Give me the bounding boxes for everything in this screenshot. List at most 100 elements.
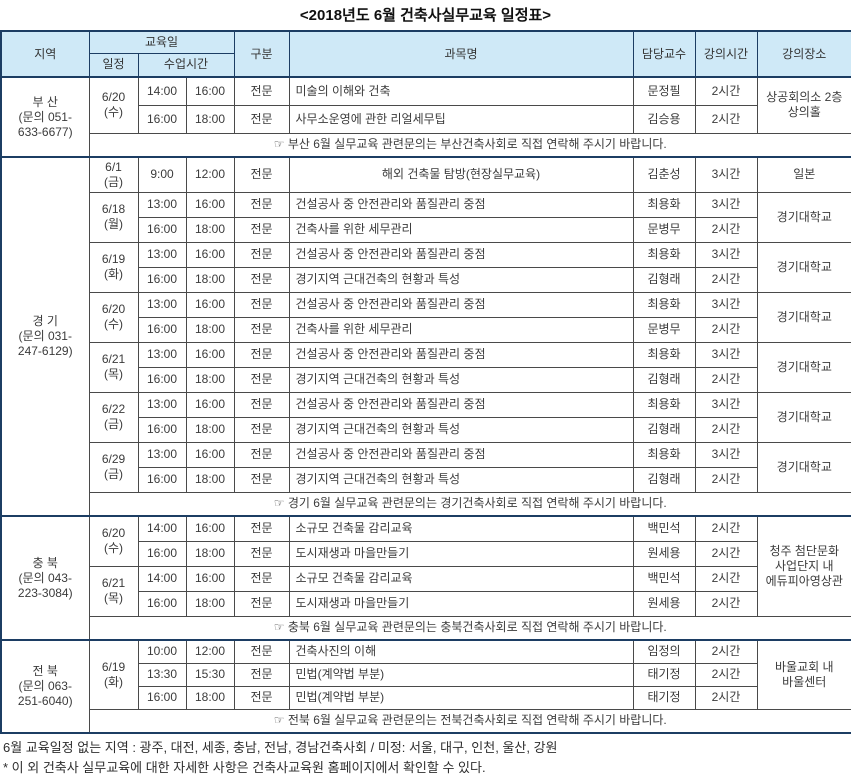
hours-cell: 3시간 — [694, 156, 758, 193]
col-header-subject: 과목명 — [288, 30, 634, 78]
schedule-table: 지역 교육일 구분 과목명 담당교수 강의시간 강의장소 일정 수업시간 부 산… — [0, 30, 851, 734]
category-cell: 전문 — [233, 341, 290, 368]
professor-cell: 태기정 — [632, 662, 696, 687]
professor-cell: 문병무 — [632, 316, 696, 343]
hours-cell: 2시간 — [694, 639, 758, 664]
time-end-cell: 16:00 — [185, 515, 235, 542]
category-cell: 전문 — [233, 191, 290, 218]
hours-cell: 2시간 — [694, 685, 758, 710]
date-cell: 6/22 (금) — [88, 391, 139, 443]
time-start-cell: 13:00 — [137, 291, 187, 318]
schedule-row: 6/20 (수) 13:00 16:00 전문 건설공사 중 안전관리와 품질관리 중점… — [1, 291, 851, 343]
schedule-row: 16:00 18:00 전문 건축사를 위한 세무관리 문병무 2시간 — [1, 316, 851, 343]
category-cell: 전문 — [233, 266, 290, 293]
date-cell: 6/21 (목) — [88, 565, 139, 617]
professor-cell: 최용화 — [632, 341, 696, 368]
time-end-cell: 15:30 — [185, 662, 235, 687]
professor-cell: 최용화 — [632, 441, 696, 468]
time-start-cell: 13:00 — [137, 341, 187, 368]
professor-cell: 최용화 — [632, 391, 696, 418]
time-start-cell: 14:00 — [137, 565, 187, 592]
schedule-row: 16:00 18:00 전문 경기지역 근대건축의 현황과 특성 김형래 2시간 — [1, 466, 851, 493]
region-cell: 부 산 (문의 051- 633-6677) — [0, 76, 90, 158]
time-end-cell: 18:00 — [185, 540, 235, 567]
time-end-cell: 12:00 — [185, 639, 235, 664]
header-row-2: 일정 수업시간 — [1, 52, 851, 78]
professor-cell: 원세용 — [632, 540, 696, 567]
region-cell: 경 기 (문의 031- 247-6129) — [0, 156, 90, 517]
time-start-cell: 10:00 — [137, 639, 187, 664]
time-start-cell: 14:00 — [137, 515, 187, 542]
time-start-cell: 16:00 — [137, 104, 187, 134]
hours-cell: 2시간 — [694, 216, 758, 243]
region-cell: 충 북 (문의 043- 223-3084) — [0, 515, 90, 641]
note-cell: ☞ 경기 6월 실무교육 관련문의는 경기건축사회로 직접 연락해 주시기 바랍… — [88, 491, 851, 517]
hours-cell: 3시간 — [694, 191, 758, 218]
hours-cell: 2시간 — [694, 515, 758, 542]
time-end-cell: 18:00 — [185, 366, 235, 393]
col-header-venue: 강의장소 — [756, 30, 851, 78]
date-cell: 6/20 (수) — [88, 291, 139, 343]
col-header-schedule: 일정 — [88, 52, 139, 78]
category-cell: 전문 — [233, 76, 290, 106]
date-cell: 6/1 (금) — [88, 156, 139, 193]
hours-cell: 2시간 — [694, 466, 758, 493]
time-start-cell: 13:00 — [137, 441, 187, 468]
professor-cell: 원세용 — [632, 590, 696, 617]
time-start-cell: 16:00 — [137, 216, 187, 243]
date-cell: 6/21 (목) — [88, 341, 139, 393]
time-end-cell: 16:00 — [185, 341, 235, 368]
time-start-cell: 16:00 — [137, 266, 187, 293]
hours-cell: 2시간 — [694, 662, 758, 687]
col-header-edu-day: 교육일 — [88, 30, 235, 54]
footer: 6월 교육일정 없는 지역 : 광주, 대전, 세종, 충남, 전남, 경남건축… — [0, 734, 851, 778]
category-cell: 전문 — [233, 662, 290, 687]
schedule-row: 16:00 18:00 전문 사무소운영에 관한 리얼세무팁 김승용 2시간 — [1, 104, 851, 134]
category-cell: 전문 — [233, 241, 290, 268]
category-cell: 전문 — [233, 466, 290, 493]
professor-cell: 문정필 — [632, 76, 696, 106]
time-start-cell: 16:00 — [137, 540, 187, 567]
hours-cell: 3시간 — [694, 241, 758, 268]
category-cell: 전문 — [233, 391, 290, 418]
hours-cell: 2시간 — [694, 416, 758, 443]
category-cell: 전문 — [233, 156, 290, 193]
category-cell: 전문 — [233, 685, 290, 710]
time-start-cell: 13:30 — [137, 662, 187, 687]
subject-cell: 경기지역 근대건축의 현황과 특성 — [288, 466, 634, 493]
subject-cell: 건축사를 위한 세무관리 — [288, 216, 634, 243]
time-end-cell: 18:00 — [185, 266, 235, 293]
time-start-cell: 13:00 — [137, 191, 187, 218]
hours-cell: 3시간 — [694, 341, 758, 368]
schedule-row: 6/18 (월) 13:00 16:00 전문 건설공사 중 안전관리와 품질관리 중점… — [1, 191, 851, 243]
professor-cell: 김형래 — [632, 266, 696, 293]
subject-cell: 사무소운영에 관한 리얼세무팁 — [288, 104, 634, 134]
col-header-category: 구분 — [233, 30, 290, 78]
schedule-row: 전 북 (문의 063- 251-6040) 6/19 (화) 10:00 12:00… — [0, 639, 851, 734]
time-end-cell: 16:00 — [185, 441, 235, 468]
professor-cell: 문병무 — [632, 216, 696, 243]
note-cell: ☞ 부산 6월 실무교육 관련문의는 부산건축사회로 직접 연락해 주시기 바랍… — [88, 132, 851, 158]
category-cell: 전문 — [233, 639, 290, 664]
schedule-row: 16:00 18:00 전문 도시재생과 마을만들기 원세용 2시간 — [1, 590, 851, 617]
time-start-cell: 14:00 — [137, 76, 187, 106]
time-start-cell: 16:00 — [137, 590, 187, 617]
subject-cell: 해외 건축물 탐방(현장실무교육) — [288, 156, 634, 193]
subject-cell: 소규모 건축물 감리교육 — [288, 565, 634, 592]
date-cell: 6/18 (월) — [88, 191, 139, 243]
hours-cell: 2시간 — [694, 266, 758, 293]
subject-cell: 건설공사 중 안전관리와 품질관리 중점 — [288, 341, 634, 368]
hours-cell: 2시간 — [694, 104, 758, 134]
hours-cell: 2시간 — [694, 540, 758, 567]
region-note-row: ☞ 부산 6월 실무교육 관련문의는 부산건축사회로 직접 연락해 주시기 바랍… — [1, 132, 851, 158]
professor-cell: 최용화 — [632, 191, 696, 218]
time-start-cell: 16:00 — [137, 366, 187, 393]
venue-cell: 경기대학교 — [756, 191, 851, 243]
hours-cell: 3시간 — [694, 391, 758, 418]
col-header-region: 지역 — [0, 30, 90, 78]
hours-cell: 2시간 — [694, 366, 758, 393]
time-end-cell: 18:00 — [185, 316, 235, 343]
subject-cell: 민법(계약법 부분) — [288, 662, 634, 687]
region-cell: 전 북 (문의 063- 251-6040) — [0, 639, 90, 734]
